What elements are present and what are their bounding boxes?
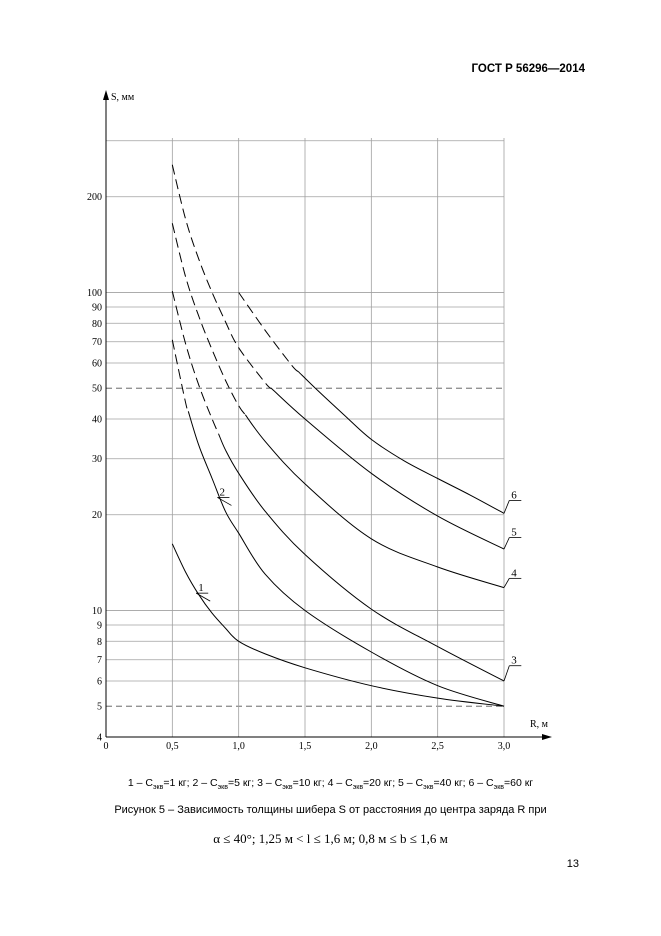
curve-legend: 1 – Сэкв=1 кг; 2 – Сэкв=5 кг; 3 – Сэкв=1…	[0, 777, 661, 791]
legend-item-4: 4 – Сэкв=20 кг;	[327, 777, 399, 792]
curve-label-leader	[503, 665, 510, 682]
legend-item-2: 2 – Сэкв=5 кг;	[192, 777, 258, 792]
x-axis-label: R, м	[530, 719, 549, 730]
curve-label-4: 4	[511, 567, 517, 579]
curve-label-leader	[503, 578, 510, 588]
y-tick-label: 60	[92, 359, 102, 370]
page-number: 13	[566, 858, 579, 870]
y-tick-label: 8	[97, 637, 102, 648]
curve-6	[298, 371, 505, 514]
y-tick-label: 100	[87, 288, 102, 299]
y-tick-label: 50	[92, 384, 102, 395]
x-tick-label: 3,0	[498, 741, 511, 752]
y-tick-label: 9	[97, 621, 102, 632]
curve-2	[187, 411, 505, 707]
y-tick-label: 4	[97, 733, 102, 744]
y-tick-label: 40	[92, 415, 102, 426]
y-tick-label: 70	[92, 337, 102, 348]
x-tick-label: 0	[104, 741, 109, 752]
y-tick-label: 5	[97, 702, 102, 713]
y-tick-label: 30	[92, 454, 102, 465]
curve-4-dashed	[171, 223, 246, 416]
y-tick-label: 90	[92, 303, 102, 314]
curve-label-leader	[503, 537, 510, 550]
curve-2-dashed	[171, 339, 189, 412]
legend-item-5: 5 – Сэкв=40 кг;	[398, 777, 469, 792]
curve-4	[244, 414, 505, 589]
x-tick-label: 2,0	[365, 741, 378, 752]
x-tick-label: 1,0	[232, 741, 245, 752]
legend-item-6: 6 – Сэкв=60 кг	[468, 777, 534, 792]
curve-label-2: 2	[219, 486, 225, 498]
y-axis-label: S, мм	[111, 92, 135, 103]
y-tick-label: 80	[92, 319, 102, 330]
curve-label-leader	[217, 497, 232, 506]
curve-3	[218, 434, 505, 682]
x-tick-label: 2,5	[431, 741, 444, 752]
legend-item-1: 1 – Сэкв=1 кг;	[127, 777, 193, 792]
curve-6-dashed	[238, 292, 299, 373]
y-axis-arrow	[103, 90, 109, 100]
curve-label-1: 1	[198, 582, 204, 594]
figure-conditions: α ≤ 40°; 1,25 м < l ≤ 1,6 м; 0,8 м ≤ b ≤…	[213, 831, 448, 846]
legend-item-3: 3 – Сэкв=10 кг;	[257, 777, 328, 792]
x-tick-label: 0,5	[166, 741, 179, 752]
y-tick-label: 20	[92, 510, 102, 521]
x-tick-label: 1,5	[299, 741, 312, 752]
curve-5	[271, 388, 505, 550]
figure-caption: Рисунок 5 – Зависимость толщины шибера S…	[114, 804, 547, 816]
y-tick-label: 10	[92, 606, 102, 617]
curve-1	[171, 543, 505, 707]
y-tick-label: 7	[97, 655, 102, 666]
curve-label-leader	[196, 592, 211, 602]
curve-label-5: 5	[511, 527, 517, 539]
curve-5-dashed	[171, 164, 273, 390]
y-tick-label: 6	[97, 677, 102, 688]
standard-header: ГОСТ Р 56296—2014	[471, 63, 585, 75]
curve-label-leader	[503, 500, 510, 514]
x-axis-arrow	[542, 734, 552, 740]
y-tick-label: 200	[87, 192, 102, 203]
curve-3-dashed	[171, 290, 220, 435]
curve-label-3: 3	[511, 655, 517, 667]
thickness-vs-distance-chart: S, ммR, м4567891020304050607080901002000…	[87, 90, 552, 752]
curve-label-6: 6	[511, 489, 517, 501]
